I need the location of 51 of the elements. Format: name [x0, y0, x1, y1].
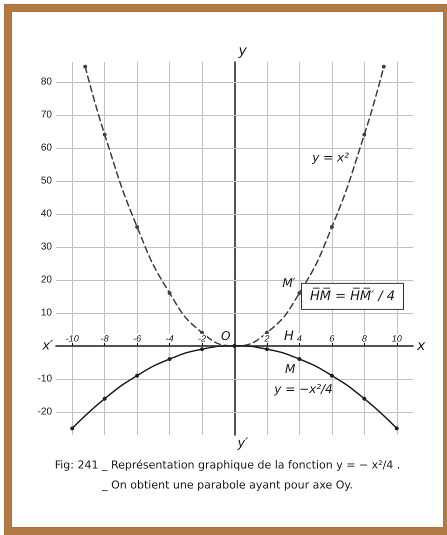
- point: [264, 347, 269, 352]
- x-tick-label: -2: [198, 333, 206, 344]
- y-tick-label: 10: [40, 307, 52, 318]
- point: [200, 347, 204, 352]
- point: [330, 374, 334, 378]
- annotation: M: [285, 362, 296, 376]
- point: [135, 225, 140, 230]
- point: [297, 291, 302, 296]
- y-tick-label: -20: [38, 406, 52, 418]
- point: [70, 426, 74, 430]
- y-tick-label: 40: [40, 208, 52, 220]
- y-tick-label: -10: [38, 373, 52, 384]
- point: [168, 357, 172, 362]
- point: [297, 357, 302, 362]
- y-axis-title: y: [238, 43, 248, 59]
- point: [330, 225, 334, 230]
- x-tick-label: -8: [100, 333, 109, 344]
- point: [394, 426, 399, 430]
- x-tick-label: 6: [329, 333, 334, 344]
- y-tick-label: 60: [40, 142, 52, 154]
- annotation: y = x²: [311, 150, 350, 165]
- x-tick-label: 10: [392, 333, 402, 344]
- x-axis-title: x: [416, 338, 426, 354]
- annotation: M′: [282, 276, 296, 290]
- y-tick-label: 50: [40, 175, 52, 186]
- x-tick-label: -6: [133, 333, 142, 344]
- y-tick-label: 30: [40, 241, 52, 252]
- x-tick-label: 8: [362, 333, 367, 344]
- annotation: H: [284, 328, 294, 344]
- y-tick-label: 70: [40, 109, 52, 120]
- x-tick-label: -10: [66, 333, 79, 344]
- point: [362, 132, 366, 137]
- x-tick-label: -4: [166, 333, 174, 344]
- y-tick-label: 20: [40, 274, 52, 286]
- point: [102, 132, 107, 137]
- text: _ On obtient une parabole ayant pour axe Oy.: [101, 478, 353, 492]
- point: [135, 374, 140, 378]
- point: [83, 64, 88, 69]
- annotation: y = −x²/4: [273, 382, 333, 396]
- point: [168, 291, 172, 296]
- point: [102, 396, 107, 401]
- text: Fig: 241 _ Représentation graphique de la fonction y = − x²/4 .: [54, 458, 400, 472]
- annotation: H̅M̅ = H̅M̅′ / 4: [310, 287, 395, 304]
- y-tick-label: 80: [40, 76, 52, 88]
- text: y′: [236, 436, 248, 451]
- x-tick-label: 2: [263, 333, 270, 344]
- text: x′: [41, 338, 54, 354]
- annotation: O: [221, 328, 230, 343]
- point: [362, 396, 366, 401]
- x-tick-label: 4: [296, 333, 302, 344]
- point: [382, 64, 386, 69]
